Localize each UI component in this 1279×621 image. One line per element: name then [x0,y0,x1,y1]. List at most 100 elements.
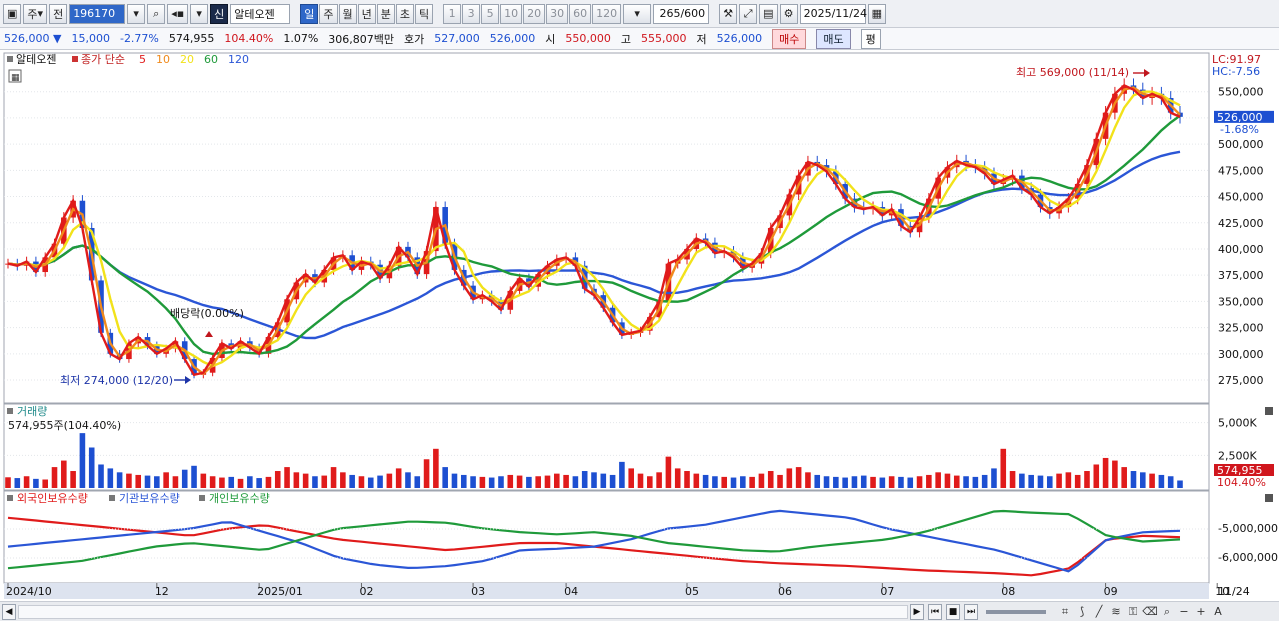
fib-icon[interactable]: ≋ [1111,605,1121,618]
timeframe-button[interactable]: 초 [395,3,415,24]
interval-button[interactable]: 20 [523,3,546,24]
timeframe-button[interactable]: 주 [319,3,338,24]
prev-button[interactable]: 전 [49,3,68,24]
holdings-legend-item: 개인보유수량 [209,492,270,505]
x-tick-label: 10 [1215,585,1229,598]
interval-button[interactable]: 5 [481,3,500,24]
volume-bar [1074,474,1081,488]
candle-type-icon[interactable]: ⚒ [719,3,738,24]
interval-button[interactable]: 10 [500,3,523,24]
date-input[interactable]: 2025/11/24 [799,3,867,24]
volume-bar [330,467,337,488]
code-dropdown-icon[interactable]: ▾ [127,3,146,24]
volume-bar [1140,472,1146,488]
volume-bar [247,476,253,488]
trend-line-icon[interactable]: ╱ [1095,605,1103,618]
volume-bar [981,474,988,488]
stop-icon[interactable]: ■ [946,603,960,620]
price-tick-label: 400,000 [1218,243,1264,256]
volume-tag-text: 574,955 [1217,464,1263,477]
interval-button[interactable]: 3 [462,3,481,24]
legend-periods: 5 10 20 60 120 [139,53,249,66]
period-select[interactable]: 주 ▾ [23,3,48,24]
draw-icon[interactable]: ⤢ [739,3,758,24]
volume-bars [5,433,1183,488]
volume-bar [61,460,67,488]
scroll-track[interactable] [18,604,908,619]
holdings-tick-label: -6,000,000 [1218,551,1278,564]
new-badge: 신 [210,3,229,24]
volume-bar [1065,472,1072,488]
interval-button[interactable]: 1 [443,3,462,24]
timeframe-button[interactable]: 월 [338,3,357,24]
legend-period-5: 5 [139,53,146,66]
scroll-left-icon[interactable]: ◀ [2,603,16,620]
calculator-icon[interactable] [8,69,22,83]
chart-area[interactable]: 550,000525,000500,000475,000450,000425,0… [0,51,1279,601]
volume-bar [712,476,718,488]
sell-button[interactable]: 매도 [816,28,851,49]
zoom-icon[interactable]: ⌕ [1163,604,1171,618]
high-annotation: 최고 569,000 (11/14) [1016,66,1129,79]
panel-close-icon[interactable] [1265,494,1273,502]
last-page-icon[interactable]: ⏭ [964,603,978,620]
open-price: 550,000 [565,32,611,45]
volume-bar [833,476,839,488]
legend-label: 종가 단순 [81,53,125,66]
price-tick-label: 325,000 [1218,322,1264,335]
interval-button[interactable]: 120 [592,3,622,24]
volume-bar [154,476,160,488]
zoom-slider[interactable] [986,609,1046,614]
plus-icon[interactable]: + [1196,605,1206,618]
volume-bar [1028,474,1034,488]
timeframe-button[interactable]: 틱 [415,3,434,24]
panel-close-icon[interactable] [1265,407,1273,415]
timeframe-button[interactable]: 일 [300,3,319,24]
volume-bar [42,479,48,488]
interval-button[interactable]: 60 [569,3,592,24]
volume-bar [293,472,300,488]
minus-icon[interactable]: − [1179,605,1189,618]
search-icon[interactable]: ⌕ [147,3,166,24]
volume-bar [284,467,290,488]
volume-bar [916,476,923,488]
interval-dropdown-icon[interactable]: ▾ [623,3,652,24]
crosshair-icon[interactable]: ⌗ [1061,604,1069,618]
first-page-icon[interactable]: ⏮ [928,603,942,620]
timeframe-button[interactable]: 년 [357,3,376,24]
speaker-icon[interactable]: ◂▪ [167,3,189,24]
stock-chart[interactable]: 550,000525,000500,000475,000450,000425,0… [0,51,1279,601]
volume-bar [377,475,383,488]
gear-icon[interactable]: ⚙ [779,3,798,24]
interval-group: 1 3 5 10 20 30 60 120 [443,3,622,24]
timeframe-button[interactable]: 분 [376,3,395,24]
stock-name-box[interactable]: 알테오젠 [230,3,291,24]
eval-button[interactable]: 평 [860,28,881,49]
x-tick-label: 12 [155,585,169,598]
ma-lines-layer [7,83,1181,377]
volume-bar [1056,473,1062,488]
calendar-icon[interactable]: ▦ [867,3,886,24]
stock-code-input[interactable]: 196170 [69,3,126,24]
x-tick-label: 2025/01 [257,585,303,598]
period-label: 주 [27,7,38,21]
save-icon[interactable]: ▤ [759,3,778,24]
sound-dropdown-icon[interactable]: ▾ [190,3,209,24]
volume-bar [851,476,858,488]
text-tool-icon[interactable]: A [1214,605,1222,618]
layout-icon[interactable]: ▣ [3,3,22,24]
interval-button[interactable]: 30 [546,3,569,24]
volume-bar [898,476,904,488]
lock-icon[interactable]: ⚿ [1128,604,1138,618]
pattern-icon[interactable]: ⟆ [1079,605,1085,618]
volume-bar [423,459,430,488]
buy-button[interactable]: 매수 [772,28,807,49]
eraser-icon[interactable]: ⌫ [1142,605,1158,618]
ma-line-5 [7,83,1181,377]
count-input[interactable]: 265/600 [653,3,710,24]
holdings-line [7,509,1181,570]
scroll-right-icon[interactable]: ▶ [910,603,924,620]
volume-bar [926,474,932,488]
volume-bar [191,465,197,488]
